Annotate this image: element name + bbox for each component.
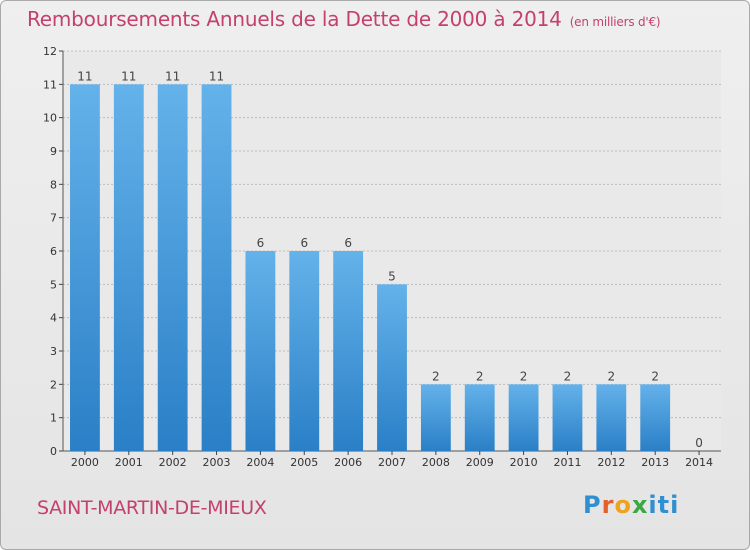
y-tick-label: 1 <box>50 412 57 425</box>
x-tick-label: 2006 <box>334 456 362 469</box>
bar <box>420 384 451 451</box>
x-tick-label: 2013 <box>641 456 669 469</box>
y-tick-label: 6 <box>50 245 57 258</box>
data-label: 5 <box>388 269 396 283</box>
x-tick-label: 2002 <box>159 456 187 469</box>
bar <box>333 251 364 451</box>
y-tick-label: 3 <box>50 345 57 358</box>
y-tick-label: 4 <box>50 312 57 325</box>
bar <box>640 384 671 451</box>
data-label: 11 <box>77 69 92 83</box>
bar <box>157 84 188 451</box>
y-tick-label: 7 <box>50 212 57 225</box>
logo-letter: r <box>601 491 615 519</box>
x-tick-label: 2001 <box>115 456 143 469</box>
bar <box>245 251 276 451</box>
data-label: 11 <box>165 69 180 83</box>
bar <box>464 384 495 451</box>
bar <box>508 384 539 451</box>
bar <box>201 84 232 451</box>
bar <box>289 251 320 451</box>
data-label: 11 <box>121 69 136 83</box>
y-tick-label: 8 <box>50 178 57 191</box>
x-tick-label: 2003 <box>203 456 231 469</box>
data-label: 6 <box>344 236 352 250</box>
chart-title-text: Remboursements Annuels de la Dette de 20… <box>27 7 562 31</box>
x-tick-label: 2000 <box>71 456 99 469</box>
data-label: 6 <box>300 236 308 250</box>
x-tick-label: 2005 <box>290 456 318 469</box>
logo-letter: x <box>631 491 649 519</box>
logo-letter: o <box>614 491 632 519</box>
commune-name: SAINT-MARTIN-DE-MIEUX <box>37 497 267 519</box>
data-label: 2 <box>608 369 616 383</box>
data-label: 11 <box>209 69 224 83</box>
x-tick-label: 2007 <box>378 456 406 469</box>
x-tick-label: 2009 <box>466 456 494 469</box>
data-label: 0 <box>695 436 703 450</box>
x-tick-label: 2004 <box>246 456 274 469</box>
data-label: 2 <box>564 369 572 383</box>
data-label: 6 <box>257 236 265 250</box>
y-tick-label: 12 <box>43 45 57 58</box>
x-tick-label: 2011 <box>553 456 581 469</box>
bar <box>70 84 100 451</box>
y-tick-label: 2 <box>50 378 57 391</box>
x-tick-label: 2012 <box>597 456 625 469</box>
bar <box>113 84 144 451</box>
y-tick-label: 9 <box>50 145 57 158</box>
logo-letter: iti <box>648 491 680 519</box>
x-tick-label: 2010 <box>510 456 538 469</box>
bar <box>596 384 627 451</box>
y-tick-label: 11 <box>43 78 57 91</box>
y-tick-label: 10 <box>43 112 57 125</box>
logo-letter: P <box>583 491 602 519</box>
proxiti-logo: Proxiti <box>583 491 679 519</box>
x-tick-label: 2008 <box>422 456 450 469</box>
data-label: 2 <box>476 369 484 383</box>
x-tick-label: 2014 <box>685 456 713 469</box>
chart-title: Remboursements Annuels de la Dette de 20… <box>27 7 661 31</box>
chart-unit: (en milliers d'€) <box>569 15 661 29</box>
data-label: 2 <box>432 369 440 383</box>
bar <box>377 284 407 451</box>
data-label: 2 <box>651 369 659 383</box>
bar <box>552 384 583 451</box>
y-tick-label: 0 <box>50 445 57 458</box>
y-tick-label: 5 <box>50 278 57 291</box>
data-label: 2 <box>520 369 528 383</box>
